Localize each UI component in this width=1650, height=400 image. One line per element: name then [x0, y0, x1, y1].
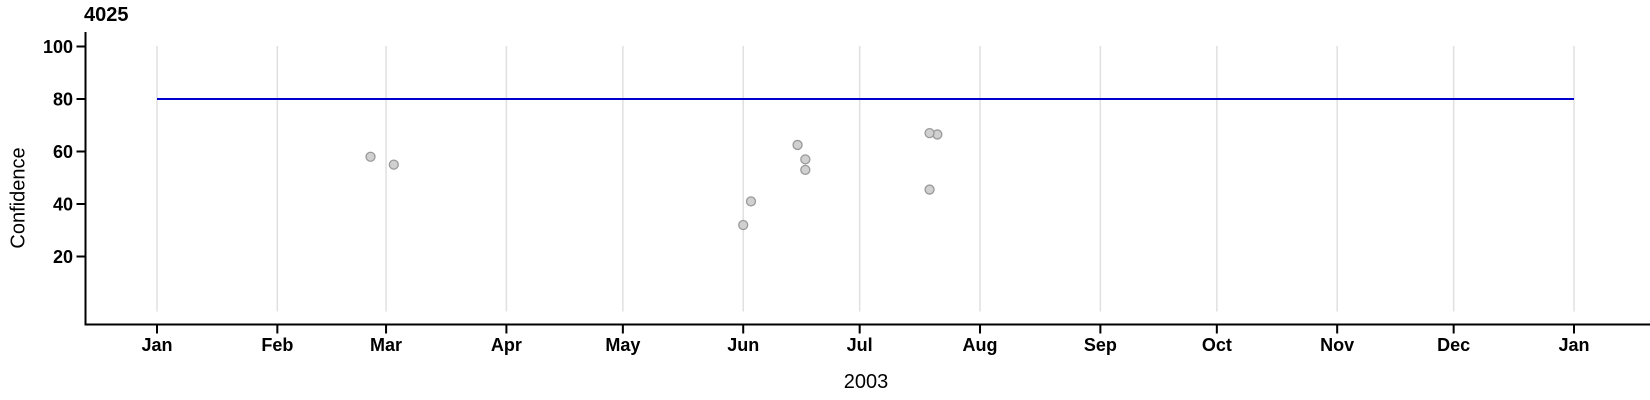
y-tick-label: 40: [53, 195, 73, 215]
x-tick-label: Apr: [491, 335, 522, 355]
data-point: [792, 139, 803, 151]
data-point: [745, 196, 757, 207]
x-tick-label: May: [605, 335, 640, 355]
y-tick-label: 80: [53, 90, 73, 110]
x-tick-label: Sep: [1084, 335, 1117, 355]
data-point: [800, 154, 811, 165]
x-tick-label: Oct: [1202, 335, 1232, 355]
x-tick-label: Mar: [370, 335, 402, 355]
data-point: [738, 219, 749, 231]
x-tick-label: Jun: [727, 335, 759, 355]
x-tick-label: Jan: [141, 335, 172, 355]
y-tick-label: 60: [53, 142, 73, 162]
y-tick-label: 100: [43, 37, 73, 57]
x-tick-label: Nov: [1320, 335, 1354, 355]
data-point: [800, 164, 811, 176]
data-point: [388, 159, 399, 170]
chart-title: 4025: [84, 4, 129, 26]
y-tick-label: 20: [53, 247, 73, 267]
x-tick-label: Jan: [1558, 335, 1589, 355]
x-tick-label: Feb: [261, 335, 293, 355]
data-point: [924, 127, 935, 139]
x-axis-title: 2003: [843, 371, 889, 393]
data-point: [924, 184, 935, 195]
x-tick-label: Jul: [847, 335, 873, 355]
x-tick-label: Dec: [1437, 335, 1470, 355]
x-tick-label: Aug: [963, 335, 998, 355]
data-point: [365, 151, 376, 162]
